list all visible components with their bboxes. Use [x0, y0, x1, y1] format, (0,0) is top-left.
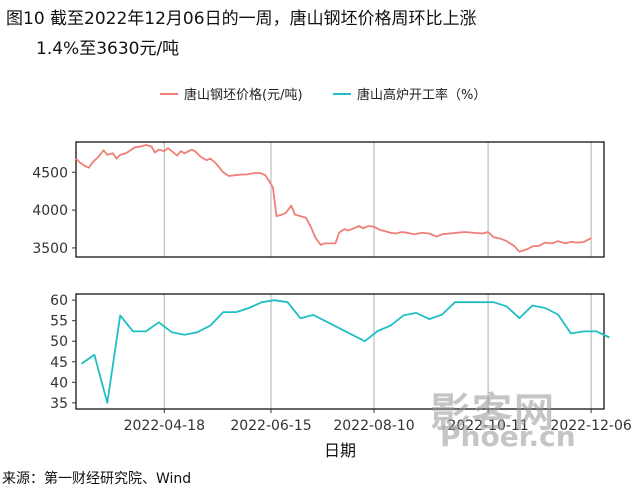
- x-tick-label-3: 2022-10-11: [447, 418, 528, 434]
- legend-label-1: 唐山高炉开工率（%）: [357, 87, 486, 103]
- y-tick-label-price-0: 3500: [32, 241, 68, 257]
- x-tick-label-2: 2022-08-10: [333, 418, 414, 434]
- y-tick-label-rate-3: 50: [50, 334, 68, 350]
- x-tick-label-1: 2022-06-15: [230, 418, 311, 434]
- watermark-url: Phoer.cn: [440, 420, 576, 453]
- x-axis-label: 日期: [324, 441, 356, 460]
- title-line-1: 图10 截至2022年12月06日的一周，唐山钢坯价格周环比上涨: [6, 9, 477, 29]
- y-tick-label-rate-5: 60: [50, 293, 68, 309]
- series-line-rate: [80, 299, 610, 404]
- y-tick-label-rate-4: 55: [50, 314, 68, 330]
- y-tick-label-rate-2: 45: [50, 355, 68, 371]
- title-line-2: 1.4%至3630元/吨: [36, 39, 180, 59]
- chart-title: 图10 截至2022年12月06日的一周，唐山钢坯价格周环比上涨 1.4%至36…: [6, 4, 477, 64]
- plot-frame-price: [75, 141, 605, 258]
- series-line-price: [75, 144, 592, 253]
- y-tick-label-price-1: 4000: [32, 203, 68, 219]
- y-tick-label-price-2: 4500: [32, 165, 68, 181]
- x-tick-label-0: 2022-04-18: [124, 418, 205, 434]
- x-tick-label-4: 2022-12-06: [550, 418, 631, 434]
- y-tick-label-rate-0: 35: [50, 396, 68, 412]
- legend-label-0: 唐山钢坯价格(元/吨): [184, 87, 303, 103]
- source-note: 来源：第一财经研究院、Wind: [2, 471, 192, 487]
- y-tick-label-rate-1: 40: [50, 375, 68, 391]
- watermark: 影客网: [430, 390, 556, 436]
- plot-frame-rate: [75, 293, 605, 410]
